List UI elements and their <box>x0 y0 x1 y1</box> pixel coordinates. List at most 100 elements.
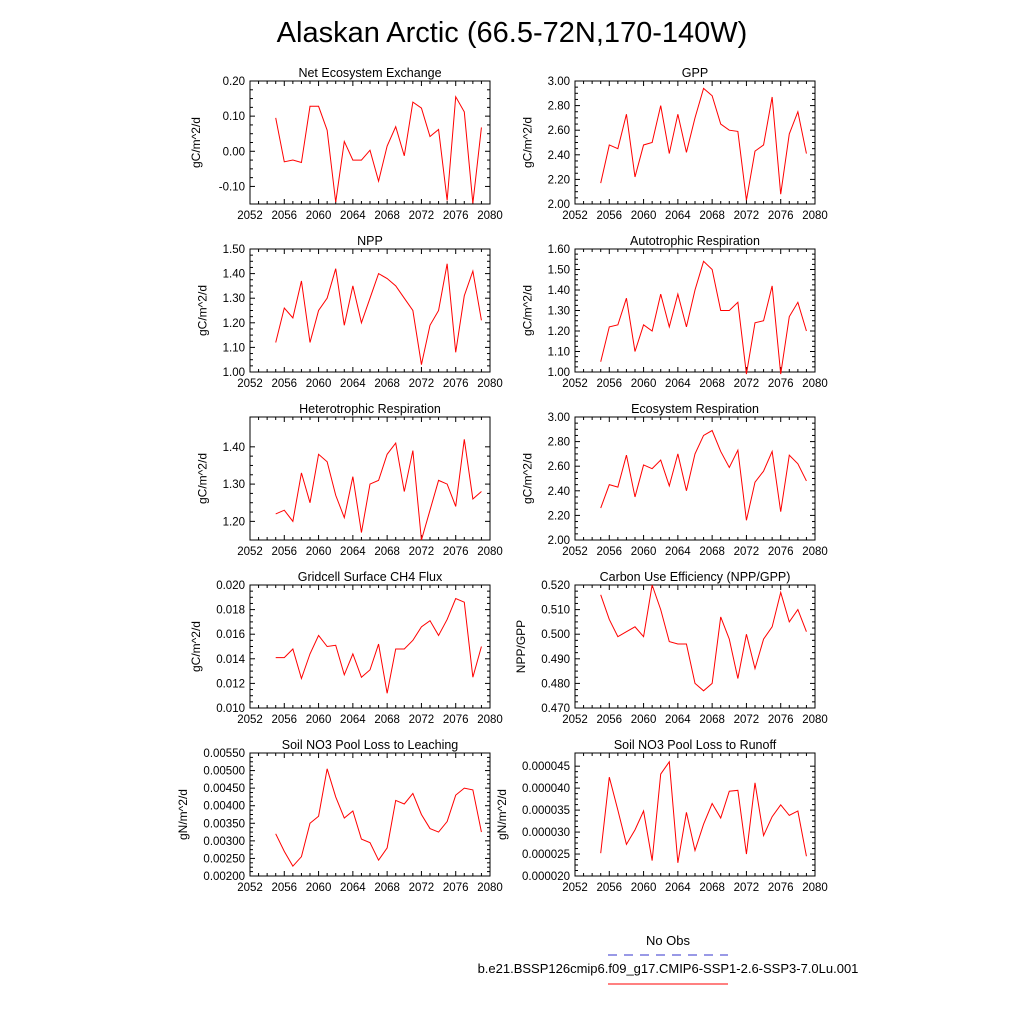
chart-carbon-use-efficiency-npp-gpp-title: Carbon Use Efficiency (NPP/GPP) <box>600 570 791 584</box>
chart-heterotrophic-respiration-title: Heterotrophic Respiration <box>299 402 441 416</box>
legend-label-run: b.e21.BSSP126cmip6.f09_g17.CMIP6-SSP1-2.… <box>478 961 859 976</box>
chart-ecosystem-respiration-ytick-label: 2.60 <box>548 461 570 473</box>
chart-ecosystem-respiration-ytick-label: 2.00 <box>548 535 570 547</box>
chart-gpp-xtick-label: 2068 <box>699 210 725 222</box>
chart-soil-no3-pool-loss-to-runoff-frame <box>574 752 816 877</box>
chart-net-ecosystem-exchange-xtick-label: 2052 <box>237 210 263 222</box>
chart-gridcell-surface-ch4-flux: Gridcell Surface CH4 Flux 2052 2056 2060 206… <box>189 570 503 726</box>
chart-gridcell-surface-ch4-flux-xtick-label: 2072 <box>409 714 435 726</box>
chart-soil-no3-pool-loss-to-leaching-xtick-label: 2052 <box>237 882 263 894</box>
chart-net-ecosystem-exchange-xtick-label: 2056 <box>271 210 297 222</box>
chart-carbon-use-efficiency-npp-gpp-xtick-label: 2064 <box>665 714 691 726</box>
chart-gpp-xtick-label: 2060 <box>631 210 657 222</box>
chart-gpp-ytick-label: 3.00 <box>548 76 570 88</box>
chart-gridcell-surface-ch4-flux-xtick-label: 2056 <box>271 714 297 726</box>
chart-carbon-use-efficiency-npp-gpp-xtick-label: 2052 <box>562 714 588 726</box>
chart-net-ecosystem-exchange-xtick-label: 2068 <box>374 210 400 222</box>
chart-heterotrophic-respiration-xtick-label: 2080 <box>477 546 503 558</box>
chart-gpp-xtick-label: 2056 <box>596 210 622 222</box>
chart-soil-no3-pool-loss-to-leaching-series-line <box>275 768 482 868</box>
chart-soil-no3-pool-loss-to-runoff-ytick-label: 0.000020 <box>522 871 570 883</box>
chart-gridcell-surface-ch4-flux-series-line <box>275 597 482 694</box>
chart-carbon-use-efficiency-npp-gpp-series-line <box>600 584 807 692</box>
chart-soil-no3-pool-loss-to-leaching-ytick-label: 0.00200 <box>203 871 245 883</box>
chart-net-ecosystem-exchange: Net Ecosystem Exchange 2052 2056 2060 2064 20… <box>189 66 503 222</box>
chart-soil-no3-pool-loss-to-runoff-xtick-label: 2080 <box>802 882 828 894</box>
chart-ecosystem-respiration-ytick-label: 3.00 <box>548 412 570 424</box>
chart-carbon-use-efficiency-npp-gpp-xtick-label: 2076 <box>768 714 794 726</box>
chart-net-ecosystem-exchange-ytick-label: 0.20 <box>223 76 245 88</box>
chart-net-ecosystem-exchange-ylabel: gC/m^2/d <box>189 117 203 168</box>
chart-npp-ytick-label: 1.20 <box>223 318 245 330</box>
chart-gridcell-surface-ch4-flux-ytick-label: 0.018 <box>216 605 245 617</box>
chart-soil-no3-pool-loss-to-runoff-xtick-label: 2064 <box>665 882 691 894</box>
chart-soil-no3-pool-loss-to-leaching-ylabel: gN/m^2/d <box>176 789 190 840</box>
chart-npp-xtick-label: 2060 <box>306 378 332 390</box>
chart-ecosystem-respiration: Ecosystem Respiration 2052 2056 2060 2064 206… <box>520 402 827 558</box>
chart-heterotrophic-respiration: Heterotrophic Respiration 2052 2056 2060 206… <box>195 402 502 558</box>
chart-soil-no3-pool-loss-to-leaching-ytick-label: 0.00400 <box>203 801 245 813</box>
chart-carbon-use-efficiency-npp-gpp-ytick-label: 0.470 <box>541 703 570 715</box>
chart-ecosystem-respiration-frame <box>574 416 816 541</box>
chart-gpp-xtick-label: 2064 <box>665 210 691 222</box>
chart-ecosystem-respiration-ytick-label: 2.40 <box>548 486 570 498</box>
chart-heterotrophic-respiration-xtick-label: 2060 <box>306 546 332 558</box>
chart-heterotrophic-respiration-xtick-label: 2072 <box>409 546 435 558</box>
chart-ecosystem-respiration-ytick-label: 2.80 <box>548 437 570 449</box>
panels-grid: Net Ecosystem Exchange 2052 2056 2060 2064 20… <box>176 66 828 894</box>
chart-soil-no3-pool-loss-to-leaching-ytick-label: 0.00450 <box>203 783 245 795</box>
chart-soil-no3-pool-loss-to-leaching-xtick-label: 2056 <box>271 882 297 894</box>
chart-gridcell-surface-ch4-flux-ytick-label: 0.012 <box>216 678 245 690</box>
chart-autotrophic-respiration-xtick-label: 2064 <box>665 378 691 390</box>
chart-ecosystem-respiration-xtick-label: 2076 <box>768 546 794 558</box>
chart-autotrophic-respiration-xtick-label: 2076 <box>768 378 794 390</box>
chart-gpp: GPP 2052 2056 2060 2064 2068 2072 2076 2080 2.00 2… <box>520 66 827 222</box>
chart-autotrophic-respiration-ytick-label: 1.00 <box>548 367 570 379</box>
chart-carbon-use-efficiency-npp-gpp-ytick-label: 0.500 <box>541 629 570 641</box>
chart-gridcell-surface-ch4-flux-xtick-label: 2064 <box>340 714 366 726</box>
chart-autotrophic-respiration-ytick-label: 1.20 <box>548 326 570 338</box>
chart-gpp-ytick-label: 2.40 <box>548 150 570 162</box>
chart-carbon-use-efficiency-npp-gpp-ytick-label: 0.520 <box>541 580 570 592</box>
chart-net-ecosystem-exchange-title: Net Ecosystem Exchange <box>298 66 441 80</box>
chart-soil-no3-pool-loss-to-runoff-ytick-label: 0.000040 <box>522 783 570 795</box>
chart-carbon-use-efficiency-npp-gpp-ytick-label: 0.490 <box>541 654 570 666</box>
chart-soil-no3-pool-loss-to-leaching-frame <box>249 752 491 877</box>
chart-net-ecosystem-exchange-xtick-label: 2064 <box>340 210 366 222</box>
chart-gpp-ylabel: gC/m^2/d <box>520 117 534 168</box>
chart-gpp-xtick-label: 2080 <box>802 210 828 222</box>
chart-autotrophic-respiration-xtick-label: 2080 <box>802 378 828 390</box>
chart-gridcell-surface-ch4-flux-xtick-label: 2068 <box>374 714 400 726</box>
chart-npp-ytick-label: 1.50 <box>223 244 245 256</box>
chart-soil-no3-pool-loss-to-leaching-ytick-label: 0.00350 <box>203 818 245 830</box>
chart-ecosystem-respiration-title: Ecosystem Respiration <box>631 402 759 416</box>
chart-ecosystem-respiration-xtick-label: 2060 <box>631 546 657 558</box>
chart-ecosystem-respiration-xtick-label: 2068 <box>699 546 725 558</box>
chart-net-ecosystem-exchange-ytick-label: 0.00 <box>223 146 245 158</box>
chart-gpp-series-line <box>600 87 807 201</box>
chart-heterotrophic-respiration-series-line <box>275 439 482 541</box>
chart-soil-no3-pool-loss-to-runoff-xtick-label: 2060 <box>631 882 657 894</box>
chart-heterotrophic-respiration-xtick-label: 2064 <box>340 546 366 558</box>
chart-soil-no3-pool-loss-to-runoff-title: Soil NO3 Pool Loss to Runoff <box>614 738 777 752</box>
chart-heterotrophic-respiration-frame <box>249 416 491 541</box>
chart-soil-no3-pool-loss-to-runoff-xtick-label: 2068 <box>699 882 725 894</box>
chart-autotrophic-respiration-xtick-label: 2068 <box>699 378 725 390</box>
chart-net-ecosystem-exchange-series-line <box>275 95 482 204</box>
chart-soil-no3-pool-loss-to-runoff-ytick-label: 0.000035 <box>522 805 570 817</box>
legend: No Obs b.e21.BSSP126cmip6.f09_g17.CMIP6-… <box>478 933 859 985</box>
chart-npp-xtick-label: 2068 <box>374 378 400 390</box>
chart-npp-ylabel: gC/m^2/d <box>195 285 209 336</box>
chart-carbon-use-efficiency-npp-gpp-xtick-label: 2060 <box>631 714 657 726</box>
chart-autotrophic-respiration-ytick-label: 1.40 <box>548 285 570 297</box>
chart-ecosystem-respiration-xtick-label: 2056 <box>596 546 622 558</box>
chart-gridcell-surface-ch4-flux-xtick-label: 2060 <box>306 714 332 726</box>
chart-gpp-title: GPP <box>682 66 708 80</box>
chart-soil-no3-pool-loss-to-runoff-xtick-label: 2056 <box>596 882 622 894</box>
chart-heterotrophic-respiration-xtick-label: 2068 <box>374 546 400 558</box>
chart-gpp-xtick-label: 2076 <box>768 210 794 222</box>
chart-net-ecosystem-exchange-xtick-label: 2060 <box>306 210 332 222</box>
chart-soil-no3-pool-loss-to-leaching-xtick-label: 2072 <box>409 882 435 894</box>
chart-net-ecosystem-exchange-xtick-label: 2076 <box>443 210 469 222</box>
chart-ecosystem-respiration-xtick-label: 2080 <box>802 546 828 558</box>
